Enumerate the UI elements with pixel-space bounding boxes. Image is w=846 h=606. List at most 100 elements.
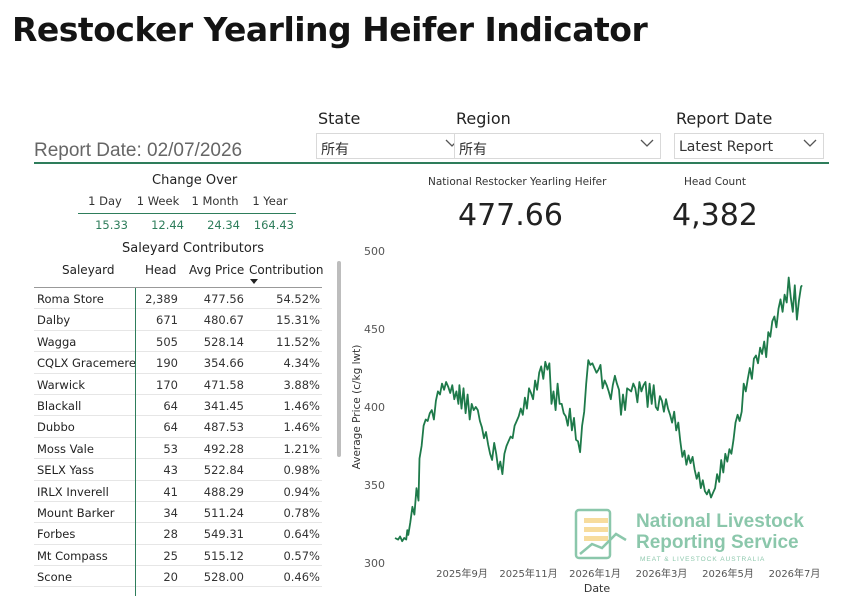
cell-saleyard: Mount Barker — [37, 505, 115, 520]
cell-saleyard: Forbes — [37, 527, 76, 542]
report-date-dropdown[interactable]: Latest Report — [674, 133, 824, 159]
national-indicator-value: 477.66 — [458, 198, 563, 233]
cell-avg-price: 549.31 — [203, 527, 244, 542]
cell-saleyard: IRLX Inverell — [37, 484, 109, 499]
cell-avg-price: 528.00 — [203, 570, 244, 585]
watermark-line-3: MEAT & LIVESTOCK AUSTRALIA — [640, 556, 765, 563]
cell-avg-price: 522.84 — [203, 463, 244, 478]
cell-contribution: 0.46% — [283, 570, 320, 585]
table-scrollbar[interactable] — [337, 261, 341, 457]
cell-head: 505 — [156, 334, 178, 349]
table-row[interactable]: Blackall 64 341.45 1.46% — [34, 395, 322, 417]
page-title: Restocker Yearling Heifer Indicator — [12, 10, 648, 49]
table-row[interactable]: Warwick 170 471.58 3.88% — [34, 374, 322, 395]
state-dropdown[interactable]: 所有 — [316, 133, 466, 159]
cell-head: 53 — [163, 441, 178, 456]
y-axis-label: Average Price (c/kg lwt) — [351, 345, 363, 470]
cell-head: 2,389 — [145, 292, 178, 306]
state-dropdown-value: 所有 — [321, 142, 349, 158]
cell-contribution: 15.31% — [276, 313, 320, 328]
cell-head: 190 — [156, 356, 178, 371]
watermark-line-1: National Livestock — [636, 511, 804, 532]
table-row[interactable]: CQLX Gracemere 190 354.66 4.34% — [34, 352, 322, 374]
table-row[interactable]: Dubbo 64 487.53 1.46% — [34, 416, 322, 438]
head-count-value: 4,382 — [672, 198, 758, 233]
cell-contribution: 4.34% — [283, 356, 320, 371]
x-tick-label: 2026年7月 — [769, 567, 821, 580]
table-row[interactable]: SELX Yass 43 522.84 0.98% — [34, 459, 322, 481]
report-date-filter-label: Report Date — [676, 109, 773, 128]
change-1-month-value: 24.34 — [207, 218, 240, 232]
region-dropdown-value: 所有 — [459, 142, 487, 158]
document-icon-bar — [584, 527, 608, 532]
cell-avg-price: 528.14 — [203, 334, 244, 349]
head-count-label: Head Count — [684, 176, 746, 188]
table-header-divider — [34, 287, 322, 288]
period-1-day: 1 Day — [88, 194, 122, 208]
chevron-down-icon — [640, 139, 654, 147]
y-tick-label: 450 — [364, 323, 385, 336]
sort-descending-icon[interactable] — [250, 279, 258, 284]
change-1-day-value: 15.33 — [95, 218, 128, 232]
table-row[interactable]: Wagga 505 528.14 11.52% — [34, 331, 322, 353]
change-1-year-value: 164.43 — [253, 218, 294, 232]
table-row[interactable]: Dalby 671 480.67 15.31% — [34, 309, 322, 331]
cell-avg-price: 480.67 — [203, 313, 244, 328]
cell-avg-price: 492.28 — [203, 441, 244, 456]
period-1-week: 1 Week — [136, 194, 180, 208]
y-tick-label: 350 — [364, 479, 385, 492]
cell-contribution: 0.78% — [283, 505, 320, 520]
col-header-avg-price[interactable]: Avg Price — [189, 263, 245, 277]
table-row[interactable]: Forbes 28 549.31 0.64% — [34, 523, 322, 545]
cell-contribution: 3.88% — [283, 377, 320, 392]
national-indicator-label: National Restocker Yearling Heifer — [428, 176, 607, 188]
table-row[interactable]: IRLX Inverell 41 488.29 0.94% — [34, 481, 322, 502]
y-tick-label: 500 — [364, 245, 385, 258]
header-divider — [34, 162, 829, 164]
x-tick-label: 2026年5月 — [702, 567, 754, 580]
cell-head: 64 — [163, 420, 178, 435]
cell-avg-price: 515.12 — [203, 548, 244, 563]
cell-saleyard: Warwick — [37, 377, 85, 392]
table-row[interactable]: Scone 20 528.00 0.46% — [34, 566, 322, 588]
document-icon-bar — [584, 536, 608, 541]
cell-avg-price: 341.45 — [203, 398, 244, 413]
cell-contribution: 0.64% — [283, 527, 320, 542]
cell-saleyard: Dalby — [37, 313, 71, 328]
table-row[interactable]: Mt Compass 25 515.12 0.57% — [34, 545, 322, 567]
cell-saleyard: SELX Yass — [37, 463, 94, 478]
cell-contribution: 54.52% — [276, 292, 320, 306]
x-tick-label: 2026年3月 — [636, 567, 688, 580]
cell-avg-price: 487.53 — [203, 420, 244, 435]
cell-head: 64 — [163, 398, 178, 413]
table-row[interactable]: Mount Barker 34 511.24 0.78% — [34, 502, 322, 524]
col-header-contribution[interactable]: Contribution — [249, 263, 324, 277]
region-dropdown[interactable]: 所有 — [454, 133, 661, 159]
table-row[interactable]: Moss Vale 53 492.28 1.21% — [34, 438, 322, 460]
cell-saleyard: Roma Store — [37, 292, 104, 306]
change-1-week-value: 12.44 — [151, 218, 184, 232]
cell-saleyard: Scone — [37, 570, 73, 585]
cell-head: 41 — [163, 484, 178, 499]
trend-icon — [579, 532, 627, 555]
report-date-dropdown-value: Latest Report — [679, 139, 774, 155]
cell-contribution: 0.98% — [283, 463, 320, 478]
cell-contribution: 1.46% — [283, 398, 320, 413]
price-line-chart: 300 350 400 450 500 2025年9月 2025年11月 2026年1月 202… — [351, 245, 821, 595]
x-tick-label: 2025年9月 — [436, 567, 488, 580]
cell-head: 170 — [156, 377, 178, 392]
cell-contribution: 1.21% — [283, 441, 320, 456]
document-icon — [574, 508, 612, 560]
cell-avg-price: 511.24 — [203, 505, 244, 520]
cell-saleyard: Dubbo — [37, 420, 75, 435]
table-row[interactable]: Roma Store 2,389 477.56 54.52% — [34, 288, 322, 310]
cell-head: 25 — [163, 548, 178, 563]
x-tick-label: 2026年1月 — [569, 567, 621, 580]
watermark-line-2: Reporting Service — [636, 532, 799, 553]
col-header-saleyard[interactable]: Saleyard — [62, 263, 115, 277]
saleyard-contributors-title: Saleyard Contributors — [122, 241, 264, 256]
cell-contribution: 0.94% — [283, 484, 320, 499]
cell-saleyard: Moss Vale — [37, 441, 94, 456]
change-over-title: Change Over — [152, 173, 238, 188]
col-header-head[interactable]: Head — [145, 263, 177, 277]
